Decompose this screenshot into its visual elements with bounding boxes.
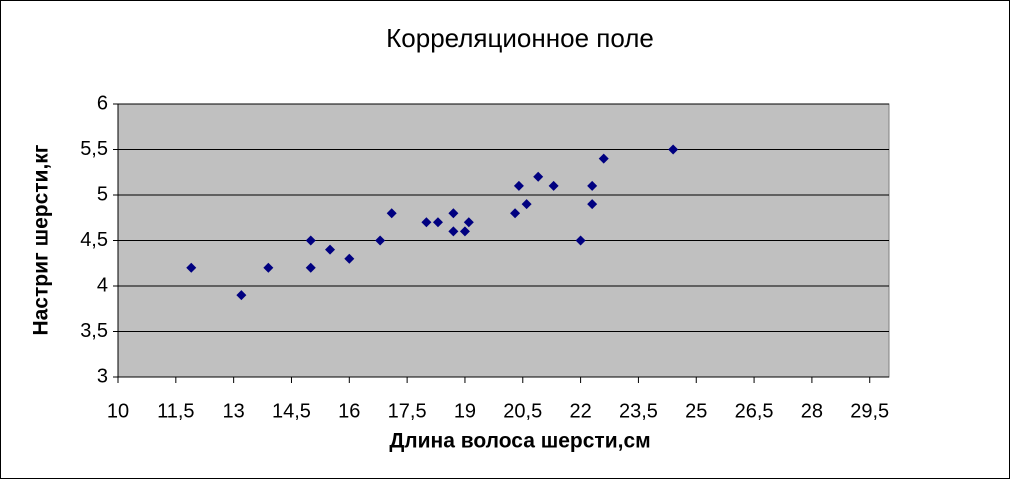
point — [587, 180, 598, 191]
x-axis-title: Длина волоса шерсти,см — [389, 430, 650, 453]
point — [305, 235, 316, 246]
point — [448, 226, 459, 237]
x-tick-label: 23,5 — [619, 400, 658, 422]
y-tick-label: 3,5 — [80, 320, 108, 342]
point — [305, 262, 316, 273]
point — [598, 153, 609, 164]
point — [521, 199, 532, 210]
point — [513, 180, 524, 191]
point — [668, 144, 679, 155]
point — [510, 208, 521, 219]
x-tick-label: 13 — [223, 400, 245, 422]
x-tick-label: 11,5 — [157, 400, 194, 422]
point — [236, 290, 247, 301]
point — [548, 180, 559, 191]
point — [263, 262, 274, 273]
point — [463, 217, 474, 228]
x-tick-label: 14,5 — [272, 400, 311, 422]
x-tick-label: 10 — [107, 400, 129, 422]
point — [386, 208, 397, 219]
point — [432, 217, 443, 228]
x-tick-label: 25 — [685, 400, 707, 422]
y-tick-label: 5 — [97, 183, 108, 205]
point — [421, 217, 432, 228]
x-tick-label: 28 — [801, 400, 823, 422]
chart-title: Корреляционное поле — [386, 23, 654, 53]
y-tick-label: 4,5 — [80, 229, 108, 251]
x-tick-label: 29,5 — [850, 400, 889, 422]
point — [575, 235, 586, 246]
x-tick-label: 16 — [338, 400, 360, 422]
x-tick-label: 19 — [454, 400, 476, 422]
x-tick-label: 22 — [569, 400, 591, 422]
point — [587, 199, 598, 210]
point — [448, 208, 459, 219]
y-tick-label: 5,5 — [80, 138, 108, 160]
point — [344, 253, 355, 264]
x-tick-label: 17,5 — [388, 400, 427, 422]
point — [325, 244, 336, 255]
y-tick-label: 3 — [97, 365, 108, 387]
y-tick-label: 6 — [97, 92, 108, 114]
x-tick-label: 26,5 — [735, 400, 774, 422]
point — [375, 235, 386, 246]
y-axis-title: Настриг шерсти,кг — [30, 144, 53, 335]
point — [459, 226, 470, 237]
point — [186, 262, 197, 273]
x-tick-label: 20,5 — [503, 400, 542, 422]
y-tick-label: 4 — [97, 274, 108, 296]
point — [533, 171, 544, 182]
